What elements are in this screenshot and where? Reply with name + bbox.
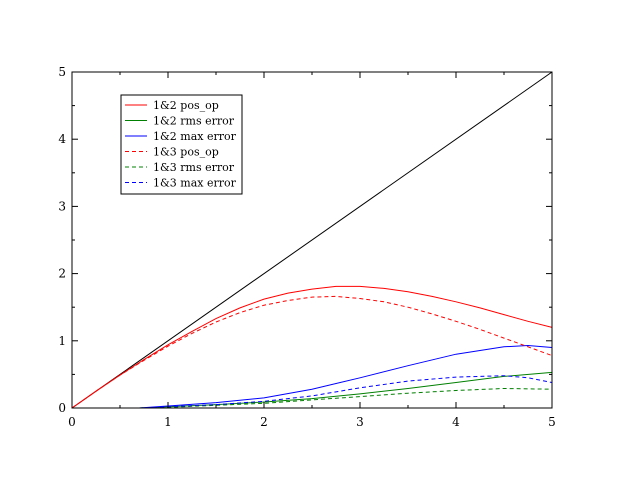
x-tick-label: 5	[548, 415, 556, 429]
legend-label: 1&2 max error	[153, 130, 237, 143]
series-line-1-2-pos-op	[71, 285, 553, 409]
legend-label: 1&3 pos_op	[153, 146, 219, 159]
x-tick-label: 1	[164, 415, 172, 429]
axes: 0 1 2 3 4 5 0 1 2 3 4 5	[58, 65, 555, 429]
plot-lines	[71, 71, 553, 409]
x-tick-label: 4	[452, 415, 460, 429]
legend-label: 1&2 pos_op	[153, 99, 219, 112]
series-line-1-2-max-error	[139, 344, 553, 409]
series-line-1-3-rms-error	[139, 387, 553, 409]
series-line-1-3-pos-op	[71, 295, 553, 409]
legend-label: 1&3 max error	[153, 177, 237, 190]
y-tick-label: 5	[58, 65, 66, 79]
legend-box	[120, 94, 243, 195]
x-tick-label: 3	[356, 415, 364, 429]
y-tick-label: 1	[58, 334, 66, 348]
y-tick-label: 0	[58, 401, 66, 415]
series-line-1-3-max-error	[139, 375, 553, 409]
x-tick-label: 0	[68, 415, 76, 429]
legend: 1&2 pos_op 1&2 rms error 1&2 max error 1&3 …	[120, 94, 243, 195]
y-tick-label: 3	[58, 199, 66, 213]
legend-label: 1&2 rms error	[153, 115, 235, 128]
y-tick-label: 4	[58, 132, 66, 146]
legend-label: 1&3 rms error	[153, 161, 235, 174]
y-tick-label: 2	[58, 267, 66, 281]
x-tick-label: 2	[260, 415, 268, 429]
reference-line	[71, 71, 553, 409]
